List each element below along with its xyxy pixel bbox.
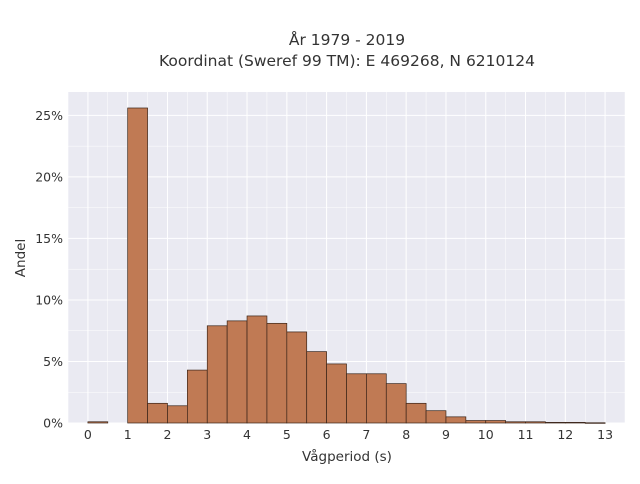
x-tick-label: 4 (243, 427, 251, 442)
x-tick-label: 7 (362, 427, 370, 442)
y-tick-label: 5% (43, 354, 63, 369)
y-tick-label: 20% (35, 169, 63, 184)
chart-subtitle: Koordinat (Sweref 99 TM): E 469268, N 62… (159, 52, 535, 70)
histogram-bar (405, 402, 427, 424)
histogram-bar (206, 325, 228, 424)
histogram-bar (127, 107, 148, 424)
bars (87, 107, 606, 424)
y-axis-label: Andel (13, 239, 29, 277)
histogram-bar (246, 315, 268, 424)
histogram-bar (326, 363, 347, 424)
x-tick-label: 11 (518, 427, 534, 442)
histogram-bar (525, 421, 546, 424)
y-axis-ticks: 0% 5% 10% 15% 20% 25% (35, 108, 63, 431)
x-tick-label: 3 (203, 427, 211, 442)
histogram-bar (226, 320, 248, 424)
x-tick-label: 1 (124, 427, 132, 442)
histogram-bar (425, 410, 447, 424)
histogram-bar (147, 402, 168, 424)
histogram-bar (564, 422, 586, 424)
histogram-bar (385, 383, 407, 424)
histogram-bar (465, 420, 487, 424)
histogram-bar (545, 422, 566, 424)
x-tick-label: 6 (323, 427, 331, 442)
histogram-bar (366, 373, 387, 424)
histogram-bar (306, 351, 327, 424)
x-tick-label: 9 (442, 427, 450, 442)
histogram-bar (346, 373, 367, 424)
x-tick-label: 13 (597, 427, 613, 442)
histogram-bar (266, 322, 288, 424)
histogram-bar (187, 369, 208, 424)
y-tick-label: 10% (35, 292, 63, 307)
histogram-bar (167, 405, 188, 424)
histogram-bar (286, 331, 308, 424)
histogram-bar (505, 421, 526, 424)
histogram-bar (445, 416, 467, 424)
y-tick-label: 25% (35, 108, 63, 123)
x-tick-label: 12 (557, 427, 573, 442)
x-tick-label: 5 (283, 427, 291, 442)
histogram-bar (87, 421, 109, 424)
x-tick-label: 10 (478, 427, 494, 442)
y-tick-label: 15% (35, 231, 63, 246)
x-axis-ticks: 0 1 2 3 4 5 6 7 8 9 10 11 12 13 (84, 427, 613, 442)
x-tick-label: 2 (163, 427, 171, 442)
histogram-bar (584, 422, 606, 424)
x-tick-label: 8 (402, 427, 410, 442)
y-tick-label: 0% (43, 416, 63, 431)
chart-title: År 1979 - 2019 (289, 30, 405, 49)
x-axis-label: Vågperiod (s) (302, 448, 392, 465)
x-tick-label: 0 (84, 427, 92, 442)
histogram-bar (485, 420, 506, 424)
